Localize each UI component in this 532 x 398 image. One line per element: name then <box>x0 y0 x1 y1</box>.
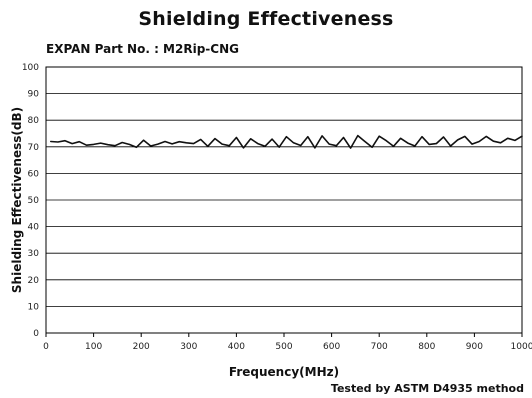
x-axis-title: Frequency(MHz) <box>229 365 339 379</box>
x-tick-label-100: 100 <box>85 342 102 352</box>
test-method-note: Tested by ASTM D4935 method <box>330 382 524 395</box>
axis-layer <box>45 66 523 337</box>
x-tick-label-300: 300 <box>180 342 197 352</box>
y-tick-label-60: 60 <box>28 169 40 179</box>
x-tick-label-400: 400 <box>228 342 245 352</box>
grid-layer <box>46 93 522 307</box>
y-axis-title: Shielding Effectiveness(dB) <box>10 107 24 293</box>
part-number-label: EXPAN Part No. : M2Rip-CNG <box>46 42 239 56</box>
y-tick-label-40: 40 <box>28 223 40 233</box>
x-tick-label-700: 700 <box>371 342 388 352</box>
y-tick-label-80: 80 <box>28 116 40 126</box>
x-tick-label-900: 900 <box>466 342 483 352</box>
y-tick-label-20: 20 <box>28 276 40 286</box>
y-tick-label-30: 30 <box>28 249 40 259</box>
x-tick-label-600: 600 <box>323 342 340 352</box>
x-tick-label-1000: 1000 <box>511 342 532 352</box>
y-tick-label-0: 0 <box>33 329 39 339</box>
y-tick-label-90: 90 <box>28 90 40 100</box>
x-tick-label-200: 200 <box>133 342 150 352</box>
x-tick-label-0: 0 <box>43 342 49 352</box>
chart-title: Shielding Effectiveness <box>138 8 394 30</box>
y-tick-label-70: 70 <box>28 143 40 153</box>
series-layer <box>49 134 523 149</box>
y-tick-label-50: 50 <box>28 196 40 206</box>
x-tick-label-500: 500 <box>275 342 292 352</box>
y-tick-label-100: 100 <box>22 63 39 73</box>
y-tick-label-10: 10 <box>28 302 40 312</box>
x-tick-label-800: 800 <box>418 342 435 352</box>
series-line-0 <box>49 134 523 149</box>
